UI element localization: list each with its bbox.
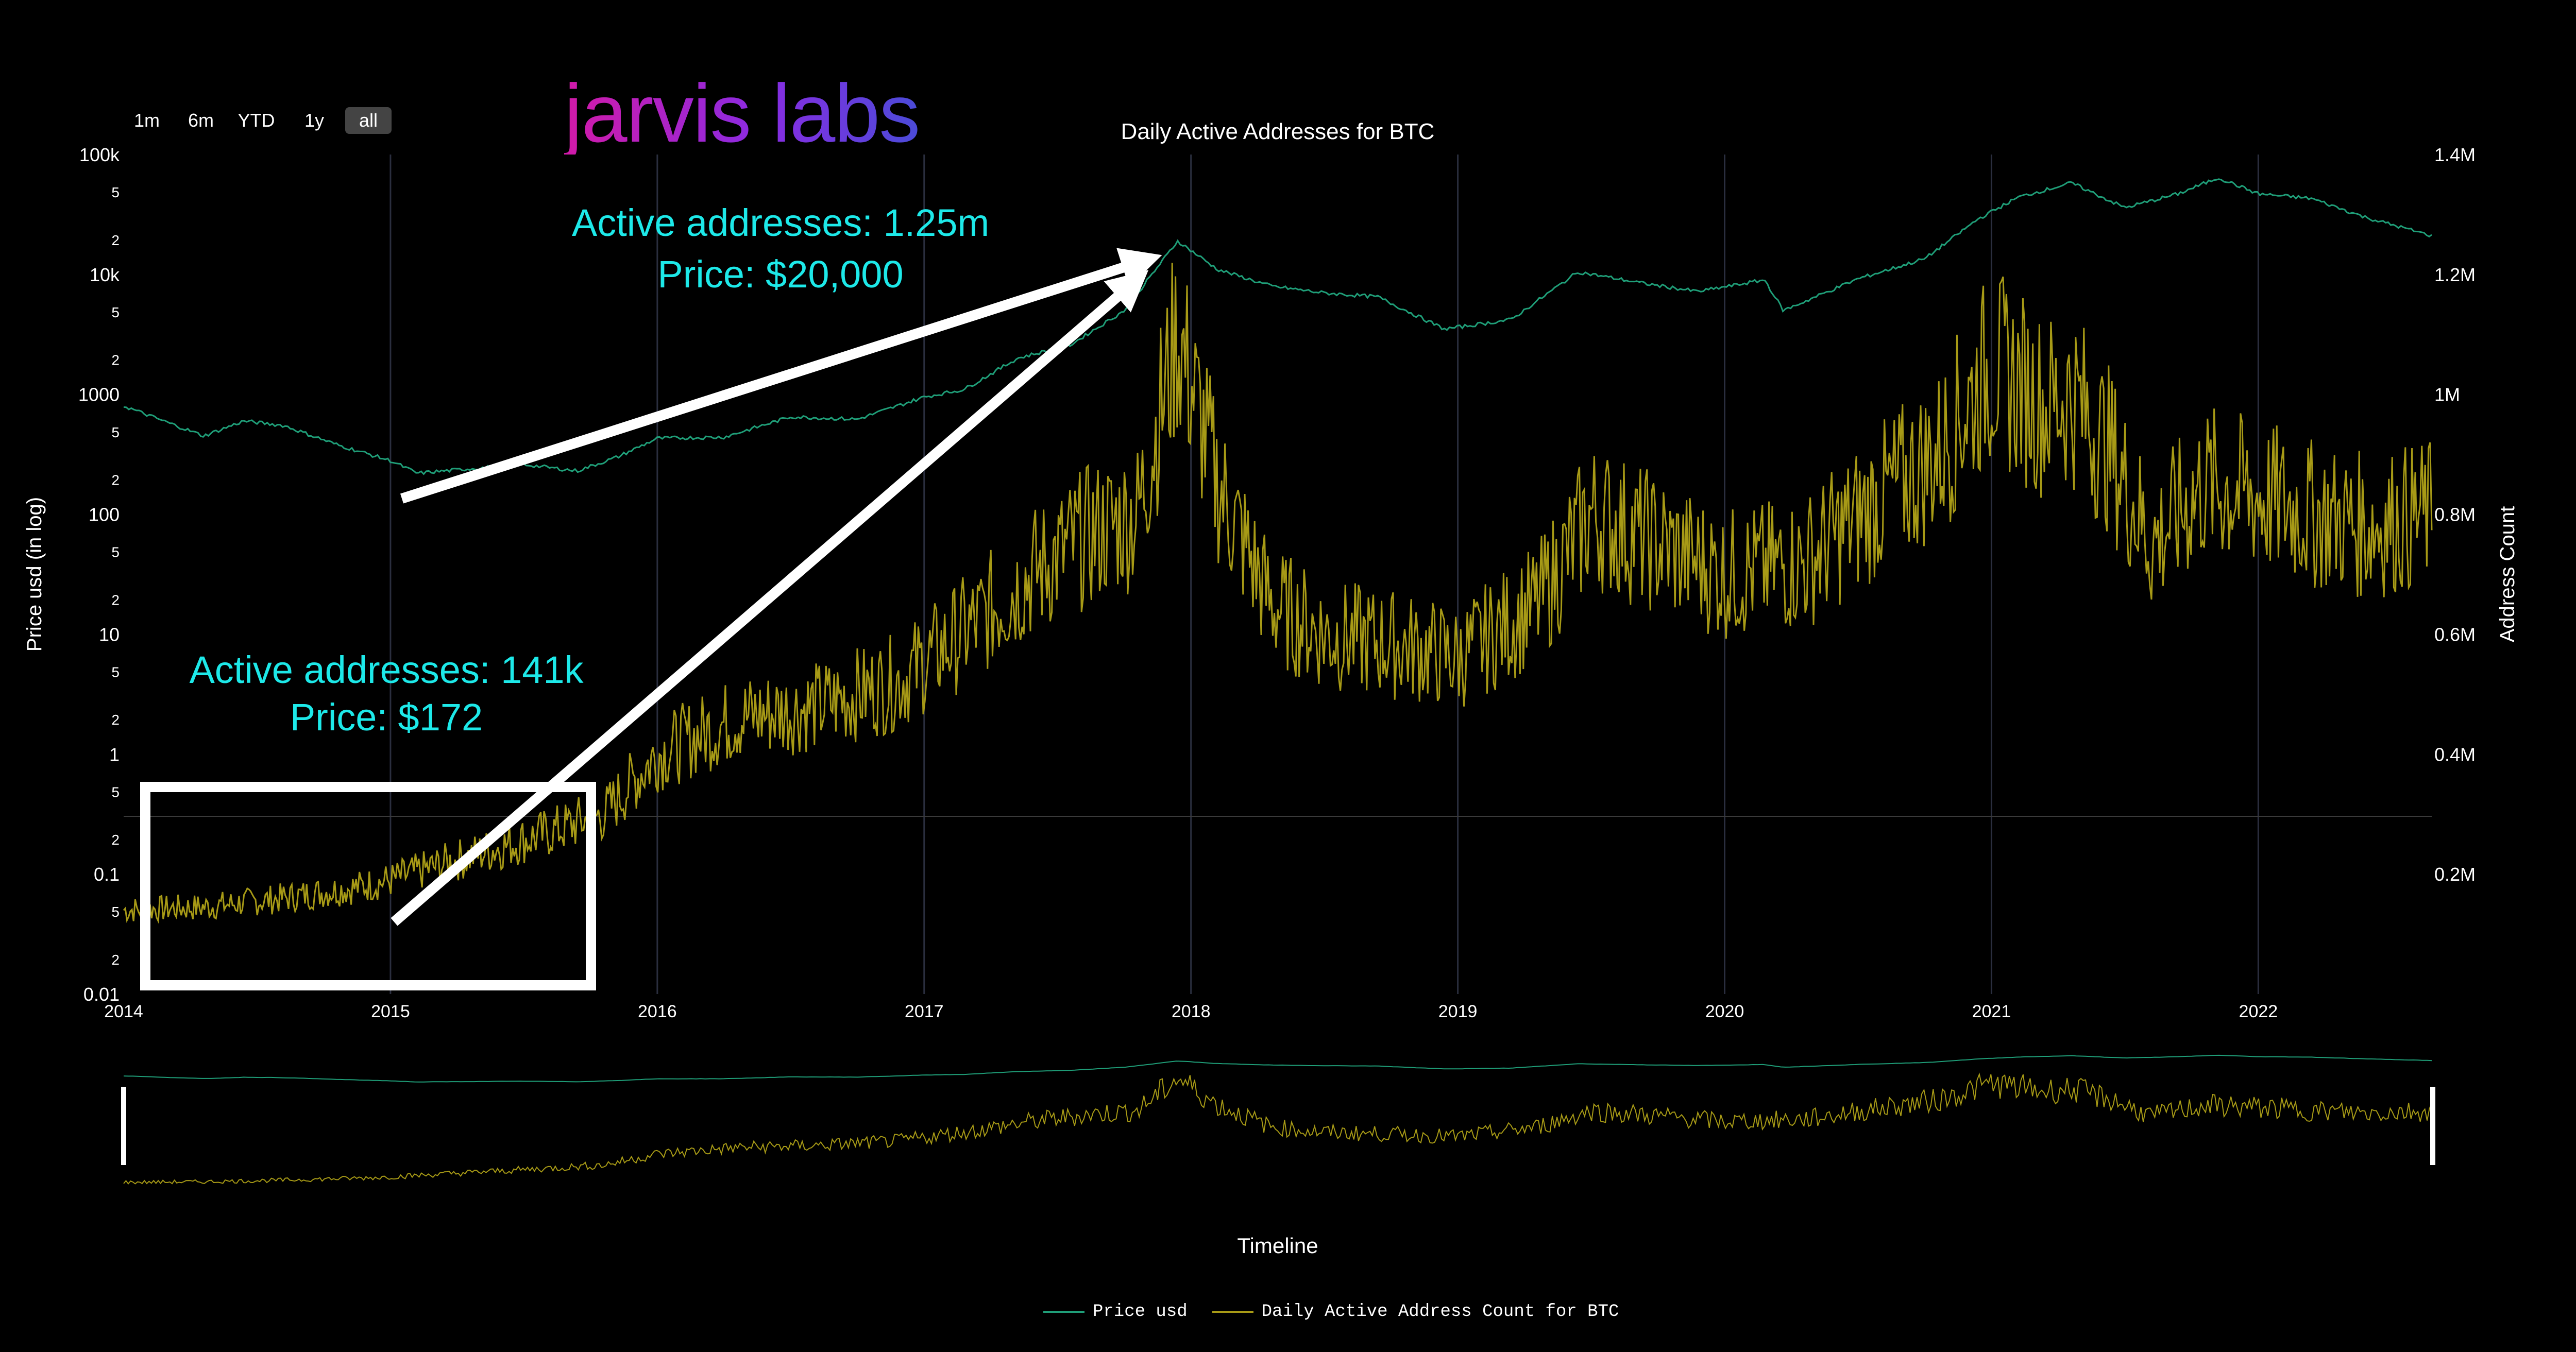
- y-left-tick-label: 5: [111, 424, 120, 440]
- legend-swatch-addresses: [1212, 1311, 1253, 1313]
- annotation-high-line1: Active addresses: 1.25m: [572, 201, 989, 244]
- y-left-tick-label: 2: [111, 592, 120, 608]
- navigator-line-active-addresses: [123, 1072, 2432, 1185]
- y-right-tick-label: 1.2M: [2434, 264, 2476, 285]
- x-tick-label: 2022: [2239, 1002, 2278, 1021]
- legend-label-price: Price usd: [1093, 1302, 1188, 1322]
- grid-lines: [389, 155, 2259, 994]
- range-button-all[interactable]: all: [345, 107, 392, 134]
- navigator[interactable]: [121, 1054, 2435, 1185]
- chart-title: Daily Active Addresses for BTC: [1121, 119, 1435, 144]
- y-right-tick-label: 1.4M: [2434, 144, 2476, 165]
- y-left-tick-label: 2: [111, 712, 120, 728]
- y-left-tick-label: 2: [111, 352, 120, 368]
- y-left-tick-label: 1: [109, 744, 120, 765]
- y-left-ticks: 0.01 2 5 0.1 2 5 1 2 5 10 2 5 100 2 5 1000 2 5 10k 2 5 100k: [78, 144, 120, 1005]
- annotation-low-line1: Active addresses: 141k: [189, 648, 584, 691]
- legend-label-addresses: Daily Active Address Count for BTC: [1261, 1302, 1619, 1322]
- y-right-tick-label: 1M: [2434, 384, 2460, 405]
- arrow-lower: [391, 270, 1149, 926]
- x-tick-label: 2014: [104, 1002, 143, 1021]
- legend-item-addresses[interactable]: Daily Active Address Count for BTC: [1212, 1302, 1619, 1322]
- y-left-tick-label: 10k: [90, 264, 120, 285]
- x-tick-label: 2016: [638, 1002, 677, 1021]
- x-tick-label: 2015: [371, 1002, 410, 1021]
- y-left-tick-label: 10: [99, 624, 120, 645]
- legend-swatch-price: [1043, 1311, 1084, 1313]
- y-left-tick-label: 5: [111, 664, 120, 680]
- series-line-active-addresses: [123, 263, 2433, 925]
- y-left-tick-label: 5: [111, 544, 120, 560]
- highlight-box: [140, 782, 596, 990]
- y-left-tick-label: 0.1: [94, 864, 120, 885]
- y-left-tick-label: 2: [111, 232, 120, 248]
- x-tick-label: 2020: [1705, 1002, 1744, 1021]
- range-button-ytd[interactable]: YTD: [238, 110, 275, 131]
- navigator-line-price: [123, 1054, 2432, 1083]
- y-left-tick-label: 100: [89, 504, 120, 525]
- range-button-1m[interactable]: 1m: [133, 110, 160, 131]
- legend-item-price[interactable]: Price usd: [1043, 1302, 1188, 1322]
- y-left-tick-label: 1000: [78, 384, 120, 405]
- x-ticks: 2014 2015 2016 2017 2018 2019 2020 2021 2022: [104, 1002, 2278, 1021]
- y-left-tick-label: 2: [111, 832, 120, 848]
- x-tick-label: 2018: [1172, 1002, 1211, 1021]
- x-tick-label: 2021: [1972, 1002, 2011, 1021]
- y-left-tick-label: 100k: [79, 144, 120, 165]
- y-right-tick-label: 0.6M: [2434, 624, 2476, 645]
- y-right-tick-label: 0.4M: [2434, 744, 2476, 765]
- y-left-tick-label: 5: [111, 904, 120, 920]
- range-button-1y[interactable]: 1y: [304, 110, 325, 131]
- y-left-tick-label: 0.01: [83, 984, 120, 1005]
- y-left-tick-label: 5: [111, 784, 120, 800]
- y-left-tick-label: 2: [111, 472, 120, 488]
- legend: Price usd Daily Active Address Count for…: [1043, 1299, 1619, 1325]
- annotation-low-line2: Price: $172: [290, 696, 483, 739]
- range-button-6m[interactable]: 6m: [188, 110, 214, 131]
- y-right-axis-label: Address Count: [2496, 506, 2519, 643]
- y-left-tick-label: 5: [111, 304, 120, 320]
- navigator-label: Timeline: [1237, 1234, 1318, 1258]
- jarvis-labs-logo: jarvis labs: [564, 67, 920, 159]
- y-left-tick-label: 5: [111, 184, 120, 200]
- x-tick-label: 2017: [905, 1002, 944, 1021]
- x-tick-label: 2019: [1438, 1002, 1478, 1021]
- y-right-tick-label: 0.2M: [2434, 864, 2476, 885]
- y-left-tick-label: 2: [111, 952, 120, 968]
- y-left-axis-label: Price usd (in log): [23, 497, 46, 652]
- arrow-upper: [400, 248, 1162, 504]
- y-right-ticks: 0.2M 0.4M 0.6M 0.8M 1M 1.2M 1.4M: [2434, 144, 2476, 885]
- y-right-tick-label: 0.8M: [2434, 504, 2476, 525]
- annotation-high-line2: Price: $20,000: [657, 253, 903, 296]
